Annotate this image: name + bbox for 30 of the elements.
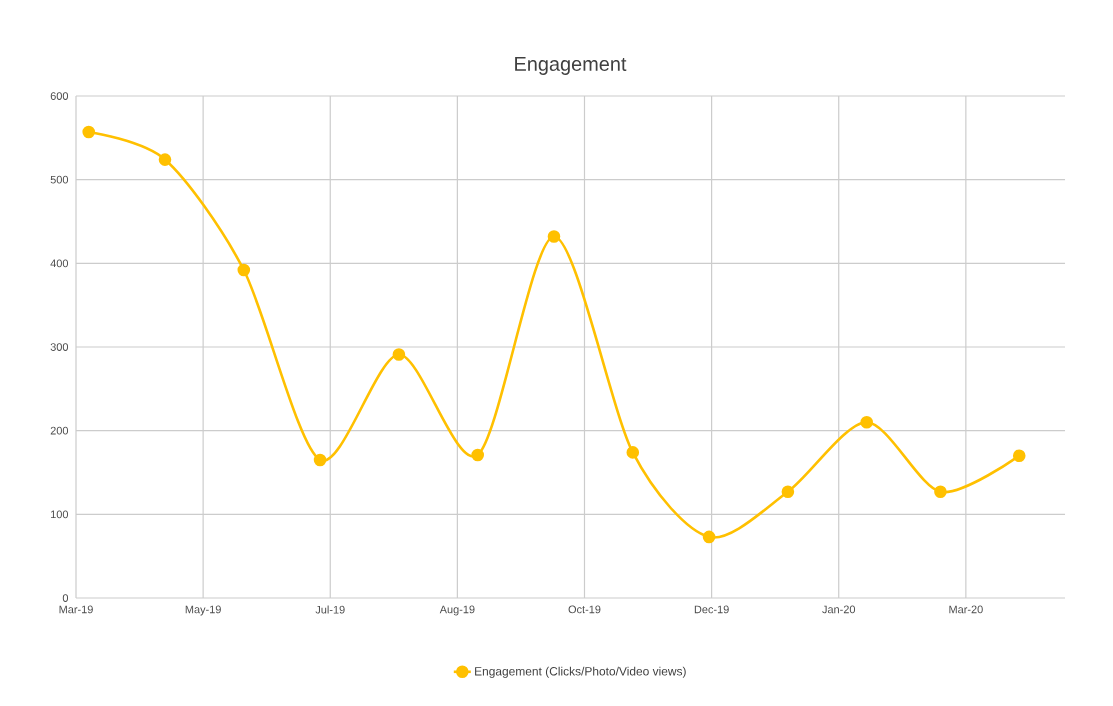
- point: [313, 453, 327, 467]
- point: [158, 153, 172, 166]
- point: [781, 485, 795, 499]
- x-tick-label: Mar-20: [949, 605, 983, 614]
- x-tick-label: Mar-19: [59, 605, 93, 614]
- x-tick-label: Jul-19: [315, 605, 345, 614]
- legend-label: Engagement (Clicks/Photo/Video views): [475, 666, 686, 678]
- y-tick-label: 100: [51, 510, 69, 519]
- x-tick-label: Jan-20: [822, 605, 856, 614]
- point: [237, 263, 251, 277]
- point: [860, 416, 873, 429]
- y-tick-label: 600: [50, 92, 69, 100]
- y-tick-label: 200: [50, 426, 69, 435]
- chart-title: Engagement: [515, 57, 627, 75]
- x-tick-label: Oct-19: [568, 605, 601, 614]
- y-tick-label: 300: [50, 343, 69, 351]
- point: [82, 125, 96, 139]
- x-tick-label: Aug-19: [439, 605, 475, 616]
- point: [626, 446, 640, 459]
- x-tick-label: May-19: [185, 605, 221, 616]
- x-tick-label: Dec-19: [694, 605, 729, 614]
- y-tick-label: 500: [50, 175, 69, 184]
- y-tick-label: 0: [62, 594, 69, 602]
- point: [547, 230, 561, 243]
- point: [392, 348, 406, 361]
- point: [934, 485, 947, 499]
- point: [702, 530, 716, 544]
- y-tick-label: 400: [50, 259, 69, 268]
- point: [471, 448, 485, 462]
- point: [1012, 449, 1026, 463]
